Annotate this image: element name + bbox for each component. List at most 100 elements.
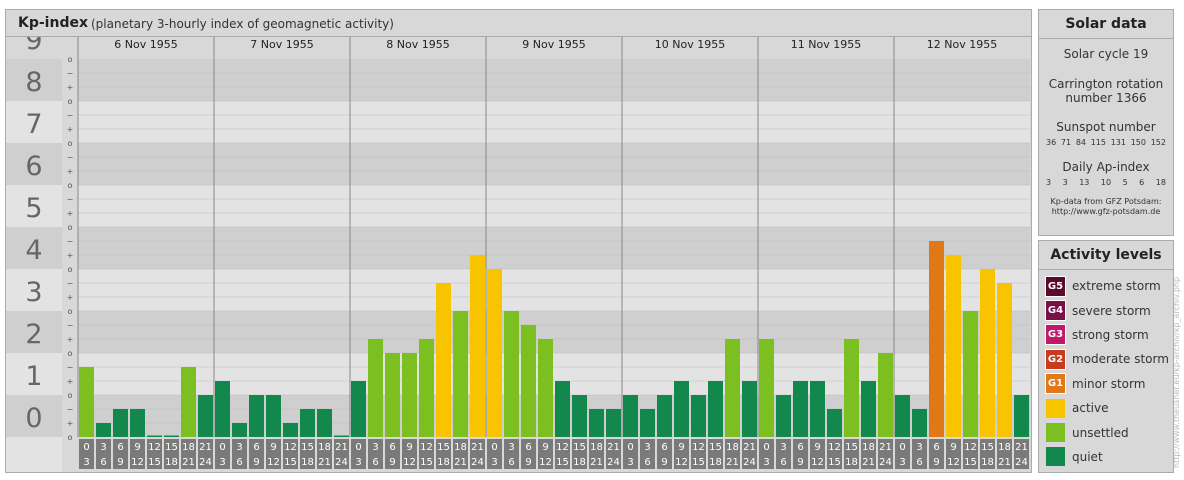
kp-bar-2-6 [453,311,468,437]
hour-start-5-6: 18 [862,442,875,453]
hour-end-4-3: 12 [675,457,688,468]
date-header-band [78,37,1030,51]
kp-label-band-6 [6,143,62,185]
activity-level-active: active [1039,396,1173,420]
kp-bar-4-2 [657,395,672,437]
hour-end-0-4: 15 [148,457,161,468]
kp-label-band-5 [6,185,62,227]
sunspot-values: 36 71 84 115 131 150 152 [1039,138,1173,147]
kp-sub-label-9: o [68,307,73,316]
day-label-3: 9 Nov 1955 [522,38,585,51]
kp-label-7: 7 [25,109,42,140]
activity-label-2: strong storm [1072,327,1149,342]
hour-cell-6-5 [980,439,995,469]
hour-end-6-2: 9 [933,457,939,468]
hour-cell-3-3 [538,439,553,469]
activity-level-strong-storm: G3 strong storm [1039,323,1173,347]
activity-level-moderate-storm: G2 moderate storm [1039,347,1173,371]
hour-start-4-1: 3 [644,442,650,453]
kp-label-band-8 [6,59,62,101]
hour-end-4-2: 9 [661,457,667,468]
hour-start-4-5: 15 [709,442,722,453]
kp-sub-label-2: − [67,405,74,414]
kp-bar-3-1 [504,311,519,437]
kp-bar-6-4 [963,311,978,437]
hour-end-3-2: 9 [525,457,531,468]
ap-value-4: 5 [1122,178,1128,187]
kp-label-5: 5 [25,193,42,224]
kp-sub-label-5: − [67,363,74,372]
hour-cell-1-2 [249,439,264,469]
hour-end-6-3: 12 [947,457,960,468]
hour-start-6-0: 0 [899,442,905,453]
kp-sub-label-15: o [68,223,73,232]
kp-bar-4-3 [674,381,689,437]
activity-swatch-7 [1046,447,1065,467]
hour-start-0-1: 3 [100,442,106,453]
hour-cell-0-1 [96,439,111,469]
hour-cell-2-1 [368,439,383,469]
hour-start-5-1: 3 [780,442,786,453]
kp-bar-5-3 [810,381,825,437]
kp-bar-6-6 [997,282,1012,437]
kp-bar-0-6 [181,366,196,437]
kp-sub-label-12: o [68,265,73,274]
hour-cell-1-1 [232,439,247,469]
hour-cell-2-0 [351,439,366,469]
kp-bar-1-3 [266,395,281,437]
hour-cell-5-5 [844,439,859,469]
hour-cell-3-7 [606,439,621,469]
hour-cell-2-4 [419,439,434,469]
day-label-5: 11 Nov 1955 [791,38,861,51]
kp-bar-5-2 [793,381,808,437]
hour-end-3-5: 18 [573,457,586,468]
kp-sub-label-20: − [67,153,74,162]
activity-level-quiet: quiet [1039,445,1173,469]
hour-end-6-0: 3 [899,457,905,468]
kp-band-8 [78,59,1030,101]
kp-sub-label-16: + [67,209,74,218]
activity-swatch-3: G2 [1045,348,1066,370]
hour-cell-1-6 [317,439,332,469]
hour-end-2-7: 24 [471,457,484,468]
hour-start-5-2: 6 [797,442,803,453]
hour-cell-4-7 [742,439,757,469]
hour-start-4-6: 18 [726,442,739,453]
kp-band-3 [78,269,1030,311]
hour-start-1-2: 6 [253,442,259,453]
kp-sub-label-1: + [67,419,74,428]
kp-bar-5-5 [844,339,859,437]
day-label-6: 12 Nov 1955 [927,38,997,51]
hour-end-5-1: 6 [780,457,786,468]
hour-cell-1-5 [300,439,315,469]
hour-cell-2-6 [453,439,468,469]
hour-end-2-2: 9 [389,457,395,468]
sub-label-column [62,37,78,472]
hour-start-2-2: 6 [389,442,395,453]
hour-end-5-3: 12 [811,457,824,468]
solar-data-panel: Solar data Solar cycle 19 Carrington rot… [1038,9,1174,236]
hour-end-0-3: 12 [131,457,144,468]
kp-sub-label-27: o [68,55,73,64]
hour-start-4-2: 6 [661,442,667,453]
hour-start-0-2: 6 [117,442,123,453]
hour-end-2-1: 6 [372,457,378,468]
kp-bar-5-1 [776,395,791,437]
kp-bar-2-3 [402,353,417,437]
hour-start-5-5: 15 [845,442,858,453]
day-label-2: 8 Nov 1955 [386,38,449,51]
hour-cell-4-1 [640,439,655,469]
activity-swatch-6 [1046,423,1065,443]
hour-start-6-4: 12 [964,442,977,453]
kp-label-band-7 [6,101,62,143]
hour-cell-5-2 [793,439,808,469]
activity-label-4: minor storm [1072,376,1146,391]
hour-start-0-4: 12 [148,442,161,453]
hour-start-4-7: 21 [743,442,756,453]
kp-bar-6-3 [946,255,961,437]
kp-bar-6-1 [912,408,927,437]
hour-cell-1-0 [215,439,230,469]
hour-end-1-2: 9 [253,457,259,468]
kp-band-5 [78,185,1030,227]
hour-end-1-3: 12 [267,457,280,468]
